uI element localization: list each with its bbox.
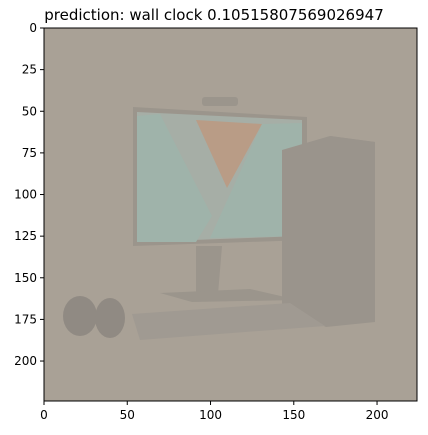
y-tick-label: 50: [22, 104, 37, 118]
computer-tower-side: [328, 136, 375, 322]
screen-triangle-teal-right: [210, 123, 302, 238]
y-tick-label: 125: [14, 229, 37, 243]
monitor-stand: [196, 246, 222, 294]
y-tick-label: 175: [14, 312, 37, 326]
speaker-left: [63, 296, 97, 336]
y-tick-label: 100: [14, 188, 37, 202]
y-axis: 0 25 50 75 100 125 150 175 200: [14, 21, 44, 368]
axes-frame: [43, 27, 418, 402]
x-tick-label: 150: [282, 408, 305, 422]
monitor-stand-base: [160, 289, 298, 302]
screen-triangle-orange: [196, 120, 262, 188]
webcam: [202, 97, 238, 106]
y-tick-label: 200: [14, 354, 37, 368]
image-area: [44, 28, 417, 401]
screen-triangle-teal-left: [137, 114, 212, 242]
x-tick-label: 50: [120, 408, 135, 422]
y-tick-label: 0: [29, 21, 37, 35]
x-tick-label: 0: [40, 408, 48, 422]
y-tick-label: 25: [22, 63, 37, 77]
x-tick-label: 100: [199, 408, 222, 422]
speaker-right: [95, 298, 125, 338]
x-tick-label: 200: [366, 408, 389, 422]
y-tick-label: 75: [22, 146, 37, 160]
chart-title: prediction: wall clock 0.105158075690269…: [44, 6, 384, 24]
x-axis: 0 50 100 150 200: [40, 401, 388, 422]
keyboard: [132, 303, 325, 340]
y-tick-label: 150: [14, 271, 37, 285]
